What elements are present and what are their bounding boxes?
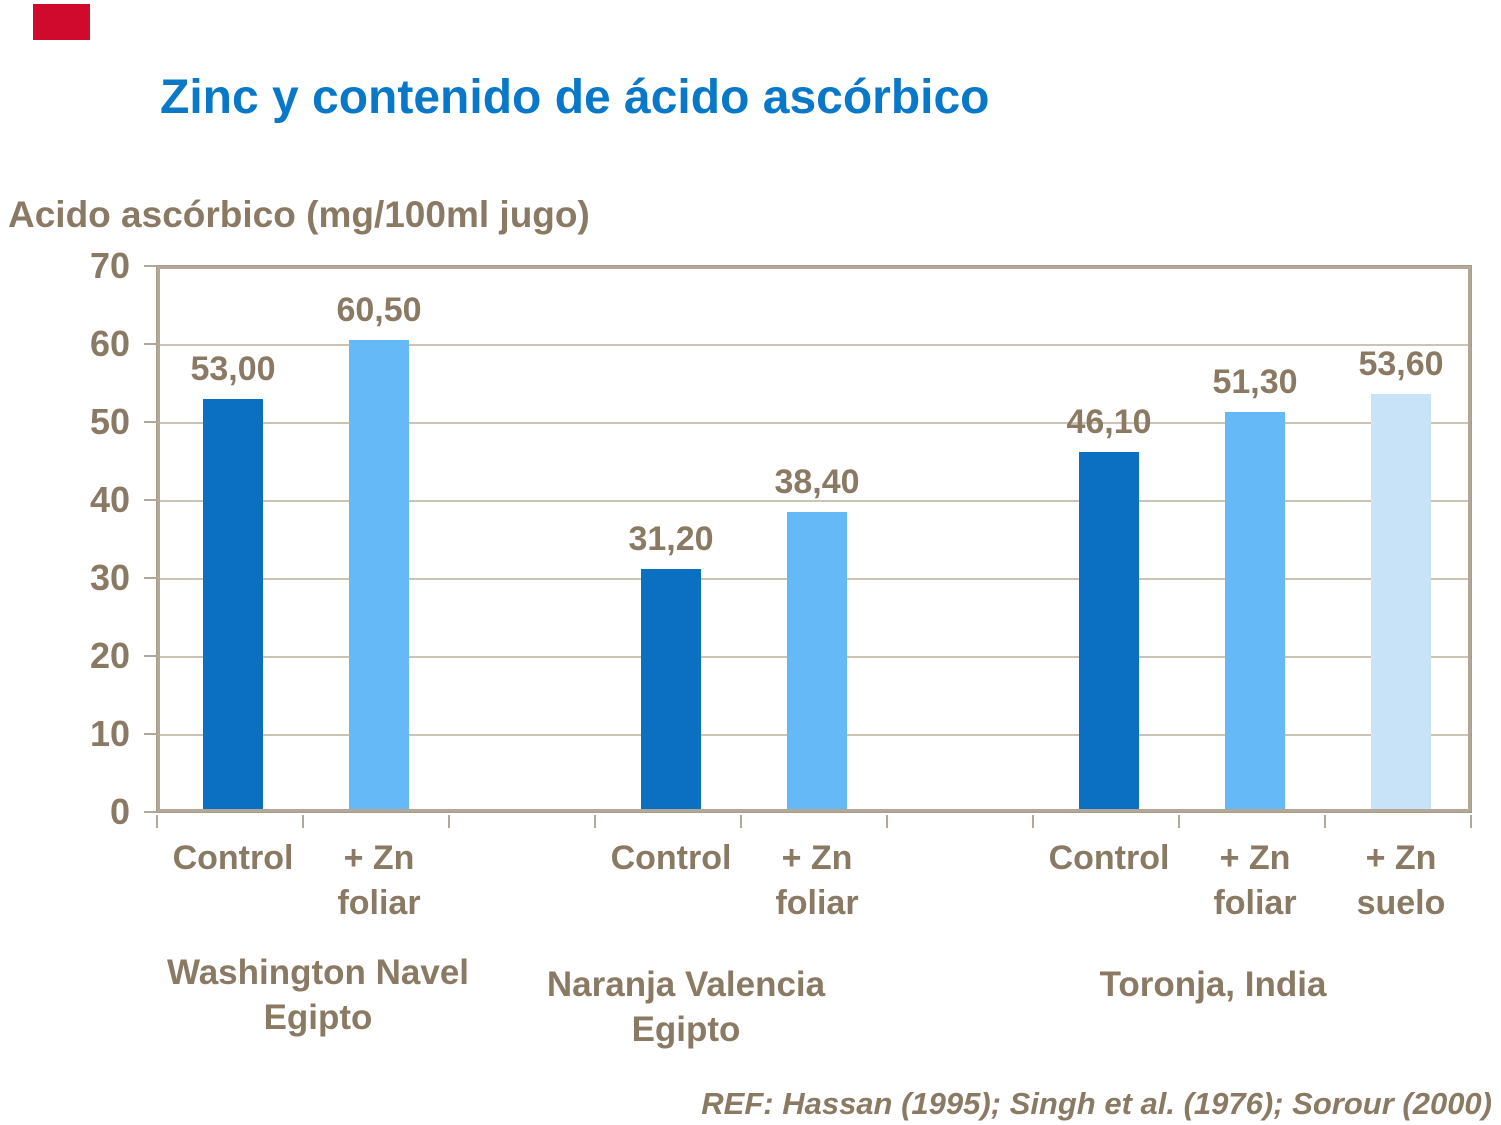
y-tick-label: 30 — [89, 557, 130, 598]
x-axis-tick — [156, 815, 158, 828]
x-tick-label: Control — [172, 839, 294, 877]
bar-value-label: 38,40 — [774, 463, 860, 502]
x-axis-tick — [302, 815, 304, 828]
y-axis-tick — [144, 733, 157, 735]
y-axis-tick — [144, 811, 157, 813]
y-tick-label: 10 — [89, 713, 130, 754]
reference-text: REF: Hassan (1995); Singh et al. (1976);… — [701, 1086, 1492, 1121]
y-tick-label: 50 — [89, 401, 130, 442]
y-tick-label: 40 — [89, 479, 130, 520]
x-axis-tick — [1470, 815, 1472, 828]
y-axis-tick — [144, 499, 157, 501]
bar-value-label: 53,60 — [1358, 344, 1444, 383]
y-tick-label: 0 — [109, 791, 130, 832]
group-label: Toronja, India — [1099, 965, 1327, 1004]
bar — [203, 398, 263, 809]
y-axis-tick — [144, 265, 157, 267]
bar — [787, 512, 847, 809]
bar-value-label: 60,50 — [336, 291, 422, 330]
x-axis-tick — [886, 815, 888, 828]
bar — [1225, 411, 1285, 809]
y-tick-label: 70 — [89, 245, 130, 286]
x-axis-tick — [1324, 815, 1326, 828]
y-axis-tick — [144, 343, 157, 345]
x-tick-label: Control — [610, 839, 732, 877]
bar — [641, 568, 701, 809]
x-axis-tick — [1032, 815, 1034, 828]
bar-value-label: 51,30 — [1212, 362, 1298, 401]
bar — [1079, 452, 1139, 809]
x-axis-tick — [1178, 815, 1180, 828]
gridline — [160, 500, 1468, 502]
x-tick-label: Control — [1048, 839, 1170, 877]
group-label: Washington Navel Egipto — [166, 953, 470, 1037]
x-axis-tick — [448, 815, 450, 828]
y-tick-label: 60 — [89, 323, 130, 364]
x-tick-label: + Zn suelo — [1356, 839, 1446, 922]
y-axis-tick — [144, 421, 157, 423]
bar-value-label: 46,10 — [1066, 403, 1152, 442]
y-axis-title: Acido ascórbico (mg/100ml jugo) — [8, 194, 590, 235]
gridline — [160, 344, 1468, 346]
bar-value-label: 31,20 — [628, 519, 714, 558]
x-tick-label: + Zn foliar — [1213, 839, 1297, 922]
bar — [349, 340, 409, 809]
plot-area: 53,00 60,50 31,20 38,40 46,10 51,30 53,60 — [157, 266, 1471, 812]
corner-red-mark — [33, 4, 90, 40]
group-label: Naranja Valencia Egipto — [546, 965, 826, 1049]
x-tick-label: + Zn foliar — [337, 839, 421, 922]
x-tick-label: + Zn foliar — [775, 839, 859, 922]
x-axis-tick — [594, 815, 596, 828]
y-axis-tick — [144, 577, 157, 579]
gridline — [160, 422, 1468, 424]
bar — [1371, 393, 1431, 809]
x-axis-tick — [740, 815, 742, 828]
slide-title: Zinc y contenido de ácido ascórbico — [160, 71, 990, 124]
bar-value-label: 53,00 — [190, 349, 276, 388]
y-tick-label: 20 — [89, 635, 130, 676]
y-axis-tick — [144, 655, 157, 657]
